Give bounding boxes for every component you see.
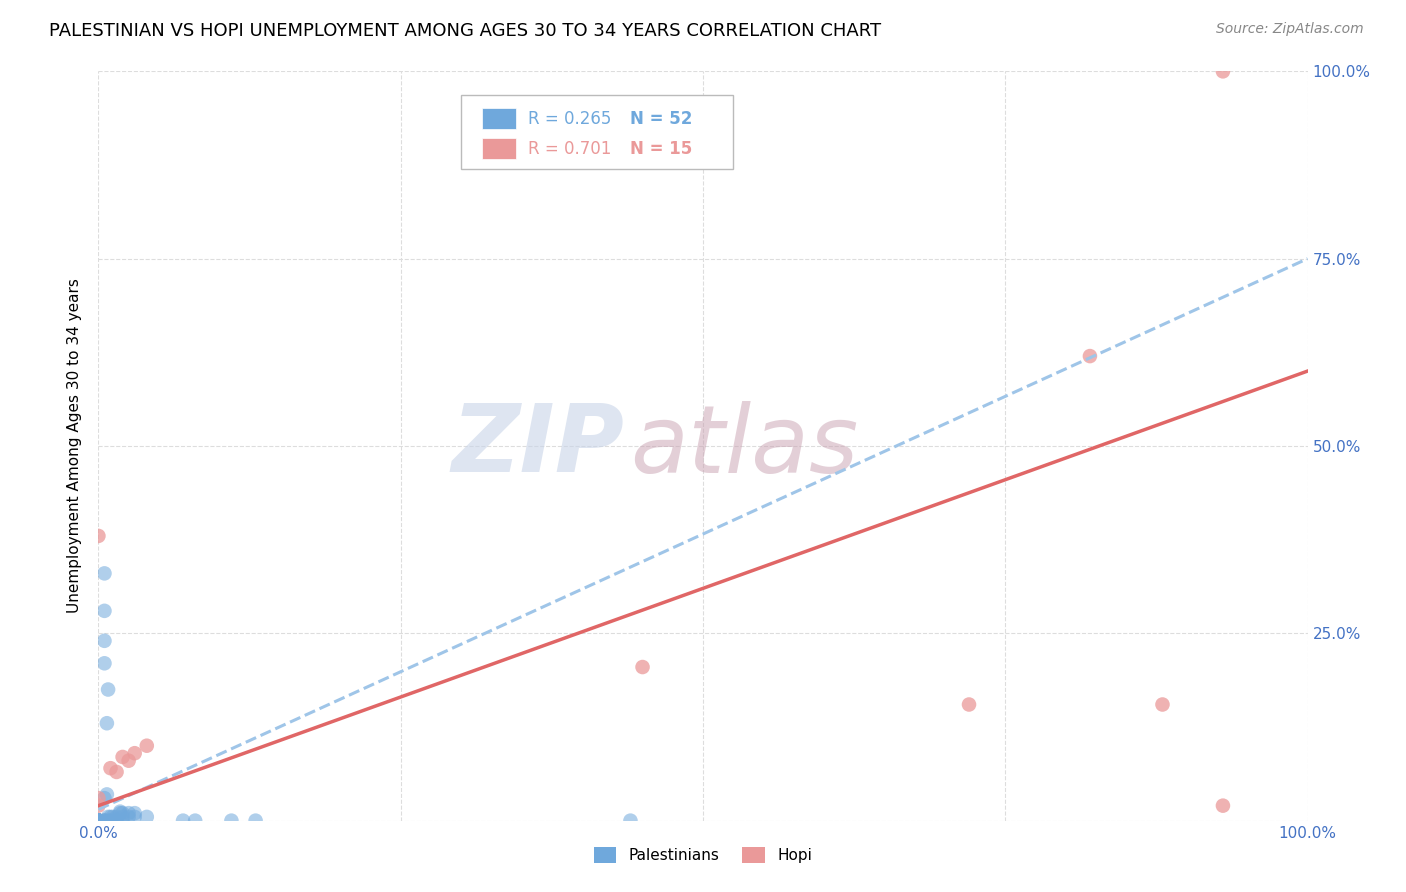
Point <box>87 814 110 828</box>
Text: Source: ZipAtlas.com: Source: ZipAtlas.com <box>1216 22 1364 37</box>
Point <box>93 814 115 828</box>
Point <box>957 698 980 712</box>
Point <box>124 810 146 824</box>
Point <box>87 814 110 828</box>
Text: PALESTINIAN VS HOPI UNEMPLOYMENT AMONG AGES 30 TO 34 YEARS CORRELATION CHART: PALESTINIAN VS HOPI UNEMPLOYMENT AMONG A… <box>49 22 882 40</box>
Point <box>87 529 110 543</box>
Point <box>87 814 110 828</box>
Point <box>124 806 146 821</box>
Point <box>118 810 141 824</box>
Point <box>96 788 118 802</box>
Text: N = 52: N = 52 <box>630 110 693 128</box>
Point <box>105 814 128 828</box>
Point <box>93 633 115 648</box>
Point <box>108 806 131 821</box>
Point <box>97 810 120 824</box>
Point <box>87 814 110 828</box>
Point <box>96 716 118 731</box>
Text: R = 0.265: R = 0.265 <box>527 110 612 128</box>
Bar <box>482 138 516 159</box>
Text: atlas: atlas <box>630 401 859 491</box>
Point <box>619 814 641 828</box>
Point <box>101 810 124 824</box>
Point <box>93 791 115 805</box>
Point <box>87 814 110 828</box>
Point <box>631 660 654 674</box>
Point <box>221 814 243 828</box>
Point <box>87 814 110 828</box>
Point <box>87 791 110 805</box>
Point <box>135 739 157 753</box>
Point <box>184 814 207 828</box>
Point <box>93 814 115 828</box>
Point <box>105 810 128 824</box>
Point <box>1212 798 1234 813</box>
Text: N = 15: N = 15 <box>630 139 693 158</box>
Legend: Palestinians, Hopi: Palestinians, Hopi <box>588 841 818 869</box>
Point <box>135 810 157 824</box>
Point <box>87 814 110 828</box>
Point <box>97 814 120 828</box>
Point <box>100 814 122 828</box>
Bar <box>482 108 516 129</box>
Point <box>1212 64 1234 78</box>
Point <box>100 810 122 824</box>
Point <box>118 806 141 821</box>
Point <box>93 604 115 618</box>
Point <box>1152 698 1174 712</box>
Point <box>87 814 110 828</box>
Point <box>245 814 267 828</box>
Point <box>124 746 146 760</box>
Point <box>105 764 128 779</box>
Text: ZIP: ZIP <box>451 400 624 492</box>
Point <box>108 805 131 819</box>
FancyBboxPatch shape <box>461 95 734 169</box>
Point <box>87 814 110 828</box>
Point <box>87 814 110 828</box>
Point <box>87 814 110 828</box>
Point <box>87 814 110 828</box>
Point <box>87 814 110 828</box>
Point <box>87 814 110 828</box>
Point <box>118 754 141 768</box>
Y-axis label: Unemployment Among Ages 30 to 34 years: Unemployment Among Ages 30 to 34 years <box>67 278 83 614</box>
Point <box>87 814 110 828</box>
Point <box>97 682 120 697</box>
Point <box>93 657 115 671</box>
Point <box>100 814 122 828</box>
Point <box>111 810 134 824</box>
Point <box>111 806 134 821</box>
Point <box>87 814 110 828</box>
Point <box>87 814 110 828</box>
Point <box>111 814 134 828</box>
Point <box>100 761 122 775</box>
Point <box>87 798 110 813</box>
Point <box>93 566 115 581</box>
Point <box>111 750 134 764</box>
Point <box>1078 349 1101 363</box>
Text: R = 0.701: R = 0.701 <box>527 139 612 158</box>
Point <box>172 814 194 828</box>
Point <box>87 814 110 828</box>
Point <box>93 814 115 828</box>
